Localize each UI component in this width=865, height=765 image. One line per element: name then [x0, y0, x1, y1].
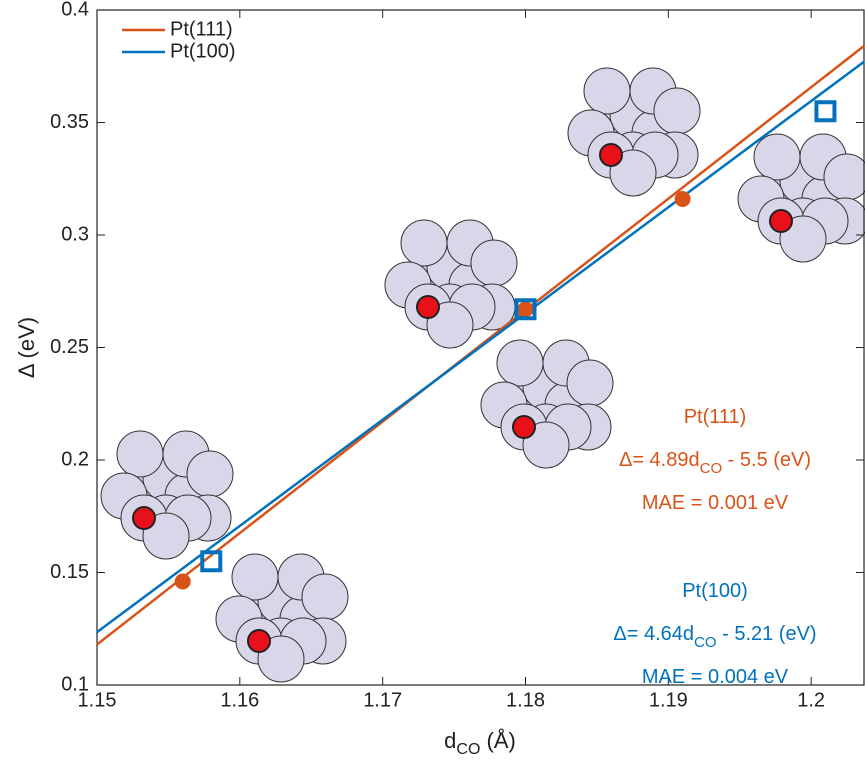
- adsorption-illustrations: [100, 67, 865, 683]
- pt-atom: [426, 301, 474, 349]
- annotation: MAE = 0.004 eV: [642, 666, 789, 688]
- pt-atom: [522, 421, 570, 469]
- annotation: MAE = 0.001 eV: [642, 492, 789, 514]
- pt-atom: [653, 87, 701, 135]
- co-molecule: [512, 415, 536, 439]
- co-molecule: [769, 209, 793, 233]
- pt-atom: [142, 512, 190, 560]
- fit-line: [96, 45, 865, 646]
- pt-atom: [779, 215, 827, 263]
- pt-atom: [301, 573, 349, 621]
- annotation: Pt(100): [682, 580, 748, 602]
- annotation-part: CO: [694, 634, 717, 651]
- y-axis-label: Δ (eV): [14, 317, 39, 378]
- pt-atom: [566, 359, 614, 407]
- x-tick-label: 1.19: [649, 689, 688, 711]
- x-axis-label-part: CO: [456, 741, 480, 758]
- annotation-part: - 5.5 (eV): [722, 449, 811, 471]
- pt-atom: [400, 219, 448, 267]
- point: [514, 298, 537, 321]
- x-tick-label: 1.15: [78, 689, 117, 711]
- y-tick-label: 0.1: [61, 673, 89, 695]
- x-tick-label: 1.17: [363, 689, 402, 711]
- x-axis-label-part: (Å): [480, 728, 515, 753]
- co-molecule: [132, 506, 156, 530]
- annotation-part: CO: [700, 460, 723, 477]
- co-molecule: [247, 629, 271, 653]
- pt-atom: [116, 430, 164, 478]
- pt-atom: [186, 450, 234, 498]
- pt-atom: [496, 339, 544, 387]
- annotation-part: MAE = 0.004 eV: [642, 666, 789, 688]
- pt-atom: [470, 239, 518, 287]
- annotation-part: Δ= 4.89d: [619, 449, 700, 471]
- point: [517, 301, 534, 318]
- legend-label: Pt(100): [170, 40, 236, 62]
- y-tick-label: 0.15: [50, 561, 89, 583]
- pt-atom: [609, 149, 657, 197]
- co-molecule: [416, 295, 440, 319]
- y-tick-label: 0.25: [50, 336, 89, 358]
- annotation: Δ= 4.89dCO - 5.5 (eV): [619, 449, 811, 477]
- x-axis-label-part: d: [444, 728, 456, 753]
- annotation: Δ= 4.64dCO - 5.21 (eV): [613, 623, 816, 651]
- legend-label: Pt(111): [170, 18, 233, 40]
- x-tick-label: 1.2: [797, 689, 825, 711]
- pt-atom: [583, 67, 631, 115]
- pt-atom: [823, 153, 865, 201]
- x-tick-label: 1.18: [506, 689, 545, 711]
- annotation-part: Δ= 4.64d: [613, 623, 694, 645]
- y-tick-label: 0.35: [50, 111, 89, 133]
- point: [814, 100, 837, 123]
- pt-atom: [257, 635, 305, 683]
- point: [674, 191, 691, 207]
- y-tick-label: 0.2: [61, 448, 89, 470]
- annotation-part: - 5.21 (eV): [717, 623, 817, 645]
- annotation-part: MAE = 0.001 eV: [642, 492, 789, 514]
- y-tick-label: 0.3: [61, 223, 89, 245]
- annotation-part: Pt(111): [684, 406, 747, 428]
- pt-atom: [753, 133, 801, 181]
- annotation-part: Pt(100): [682, 580, 748, 602]
- annotation: Pt(111): [684, 406, 747, 428]
- point: [200, 550, 223, 573]
- pt-atom: [231, 553, 279, 601]
- co-molecule: [599, 143, 623, 167]
- x-tick-label: 1.16: [220, 689, 259, 711]
- y-tick-label: 0.4: [61, 0, 89, 20]
- x-axis-label: dCO (Å): [444, 728, 516, 758]
- point: [174, 573, 191, 590]
- fit-line: [96, 60, 865, 634]
